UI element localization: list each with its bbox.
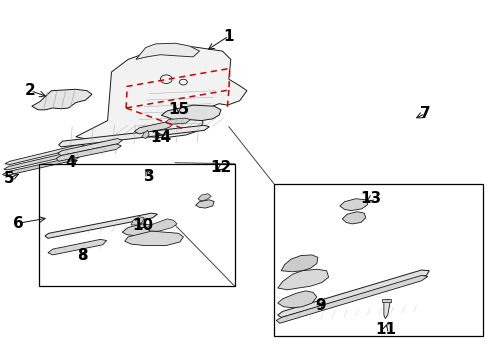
Text: 11: 11 (374, 322, 395, 337)
Polygon shape (142, 130, 149, 139)
Bar (39, 164, 234, 286)
Polygon shape (59, 125, 209, 147)
Polygon shape (339, 199, 367, 211)
Polygon shape (198, 194, 211, 201)
Text: 3: 3 (143, 169, 154, 184)
Polygon shape (165, 118, 190, 124)
Text: 9: 9 (314, 298, 325, 313)
Polygon shape (342, 212, 365, 224)
Polygon shape (32, 89, 92, 110)
Polygon shape (124, 231, 183, 246)
Polygon shape (45, 213, 157, 238)
Text: 2: 2 (25, 83, 36, 98)
Polygon shape (145, 219, 177, 231)
Text: 14: 14 (150, 130, 172, 145)
Text: 7: 7 (419, 106, 430, 121)
Polygon shape (383, 300, 389, 319)
Text: 12: 12 (210, 160, 231, 175)
Text: 15: 15 (167, 102, 189, 117)
Bar (273, 184, 482, 336)
Text: 4: 4 (65, 155, 76, 170)
Text: 13: 13 (359, 191, 381, 206)
Polygon shape (134, 122, 173, 134)
Polygon shape (48, 239, 106, 255)
Text: 1: 1 (223, 28, 234, 44)
Polygon shape (136, 43, 199, 59)
Polygon shape (5, 145, 84, 165)
Polygon shape (76, 47, 246, 140)
Bar (382, 299, 390, 302)
Text: 8: 8 (77, 248, 87, 263)
Polygon shape (4, 150, 82, 170)
Polygon shape (56, 144, 121, 161)
Text: 10: 10 (132, 217, 153, 233)
Polygon shape (195, 200, 214, 208)
Polygon shape (277, 291, 316, 308)
Polygon shape (281, 255, 317, 272)
Text: 5: 5 (3, 171, 14, 186)
Polygon shape (122, 224, 155, 236)
Polygon shape (277, 270, 428, 318)
Polygon shape (2, 157, 79, 176)
Polygon shape (131, 217, 144, 225)
Polygon shape (276, 275, 427, 323)
Polygon shape (161, 105, 221, 121)
Polygon shape (277, 269, 328, 290)
Polygon shape (58, 139, 122, 156)
Text: 6: 6 (13, 216, 24, 231)
